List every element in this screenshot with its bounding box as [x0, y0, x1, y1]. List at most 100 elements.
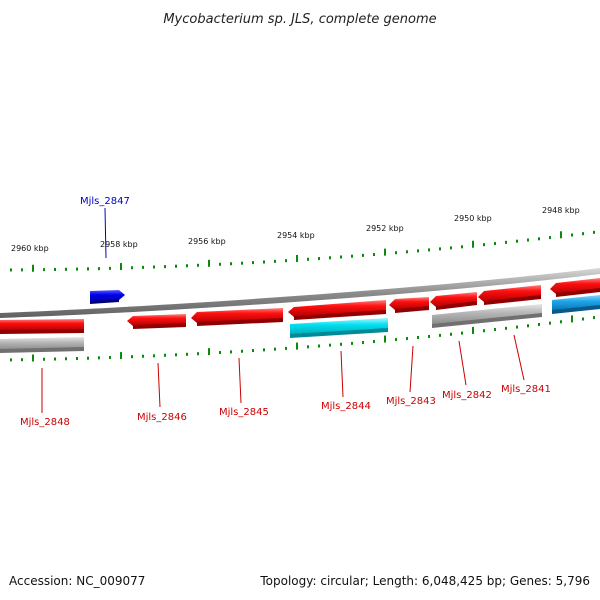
gene-mjls-2847[interactable] [90, 290, 125, 304]
minor-tick [10, 358, 12, 362]
minor-tick [274, 347, 276, 351]
gene-label-mjls-2847[interactable]: Mjls_2847 [80, 196, 130, 207]
major-tick [120, 352, 122, 360]
minor-tick [483, 243, 485, 247]
minor-tick [527, 238, 529, 242]
gene-mjls-2845[interactable] [191, 308, 283, 326]
gene-label-mjls-2846[interactable]: Mjls_2846 [137, 412, 187, 423]
minor-tick [450, 246, 452, 250]
minor-tick [362, 253, 364, 257]
minor-tick [43, 268, 45, 272]
lower-tick-track [10, 315, 595, 362]
gene-label-mjls-2841[interactable]: Mjls_2841 [501, 384, 551, 395]
minor-tick [153, 354, 155, 358]
minor-tick [98, 267, 100, 271]
minor-tick [98, 356, 100, 360]
minor-tick [230, 350, 232, 354]
gene-mjls-2846[interactable] [127, 314, 186, 329]
minor-tick [362, 340, 364, 344]
genome-summary-text: Topology: circular; Length: 6,048,425 bp… [259, 574, 590, 588]
minor-tick [21, 268, 23, 272]
minor-tick [197, 352, 199, 356]
genome-backbone [0, 268, 600, 318]
minor-tick [274, 259, 276, 263]
gene-mjls-2841[interactable] [478, 285, 541, 305]
major-tick [32, 264, 34, 272]
minor-tick [351, 254, 353, 258]
feature-grey-left [0, 337, 84, 353]
minor-tick [76, 356, 78, 360]
gene-mjls-2842[interactable] [430, 292, 477, 310]
minor-tick [516, 239, 518, 243]
minor-tick [395, 251, 397, 255]
ruler-labels: 2960 kbp 2958 kbp 2956 kbp 2954 kbp 2952… [11, 206, 580, 253]
leader-line [157, 362, 161, 408]
minor-tick [340, 255, 342, 259]
minor-tick [538, 237, 540, 241]
major-tick [384, 335, 386, 343]
minor-tick [131, 355, 133, 359]
minor-tick [461, 331, 463, 335]
gene-mjls-2843[interactable] [389, 297, 429, 313]
minor-tick [593, 316, 595, 320]
gene-label-mjls-2845[interactable]: Mjls_2845 [219, 407, 269, 418]
gene-mjls-2848[interactable] [0, 319, 84, 334]
minor-tick [164, 353, 166, 357]
leader-line [238, 357, 242, 404]
minor-tick [318, 257, 320, 261]
minor-tick [395, 338, 397, 342]
minor-tick [131, 266, 133, 270]
minor-tick [142, 354, 144, 358]
minor-tick [142, 265, 144, 269]
ruler-track [10, 230, 595, 272]
minor-tick [318, 344, 320, 348]
gene-label-mjls-2843[interactable]: Mjls_2843 [386, 396, 436, 407]
feature-light-blue [552, 295, 600, 314]
minor-tick [406, 250, 408, 254]
gene-mjls-2844[interactable] [288, 300, 386, 320]
ruler-label: 2950 kbp [454, 214, 492, 223]
minor-tick [186, 352, 188, 356]
feature-cyan [290, 318, 388, 338]
minor-tick [87, 356, 89, 360]
minor-tick [549, 321, 551, 325]
minor-tick [10, 268, 12, 272]
gene-next-partial[interactable] [550, 278, 600, 297]
minor-tick [494, 328, 496, 332]
major-tick [208, 259, 210, 267]
gene-label-mjls-2848[interactable]: Mjls_2848 [20, 417, 70, 428]
gene-label-mjls-2842[interactable]: Mjls_2842 [442, 390, 492, 401]
major-tick [296, 342, 298, 350]
minor-tick [560, 320, 562, 324]
minor-tick [373, 253, 375, 257]
minor-tick [230, 262, 232, 266]
minor-tick [516, 325, 518, 329]
gene-label-mjls-2844[interactable]: Mjls_2844 [321, 401, 371, 412]
minor-tick [197, 263, 199, 267]
minor-tick [87, 267, 89, 271]
minor-tick [483, 329, 485, 333]
minor-tick [538, 322, 540, 326]
minor-tick [307, 257, 309, 261]
major-tick [120, 263, 122, 271]
minor-tick [549, 236, 551, 240]
leader-line [409, 345, 414, 393]
minor-tick [285, 346, 287, 350]
minor-tick [43, 357, 45, 361]
minor-tick [285, 259, 287, 263]
minor-tick [417, 249, 419, 253]
leader-line [513, 334, 525, 381]
label-leaders [41, 207, 525, 413]
minor-tick [417, 336, 419, 340]
major-tick [208, 348, 210, 356]
leader-line [458, 340, 467, 386]
minor-tick [439, 333, 441, 337]
major-tick [560, 231, 562, 239]
minor-tick [505, 240, 507, 244]
minor-tick [186, 264, 188, 268]
minor-tick [252, 261, 254, 265]
minor-tick [54, 357, 56, 361]
minor-tick [109, 355, 111, 359]
minor-tick [527, 324, 529, 328]
